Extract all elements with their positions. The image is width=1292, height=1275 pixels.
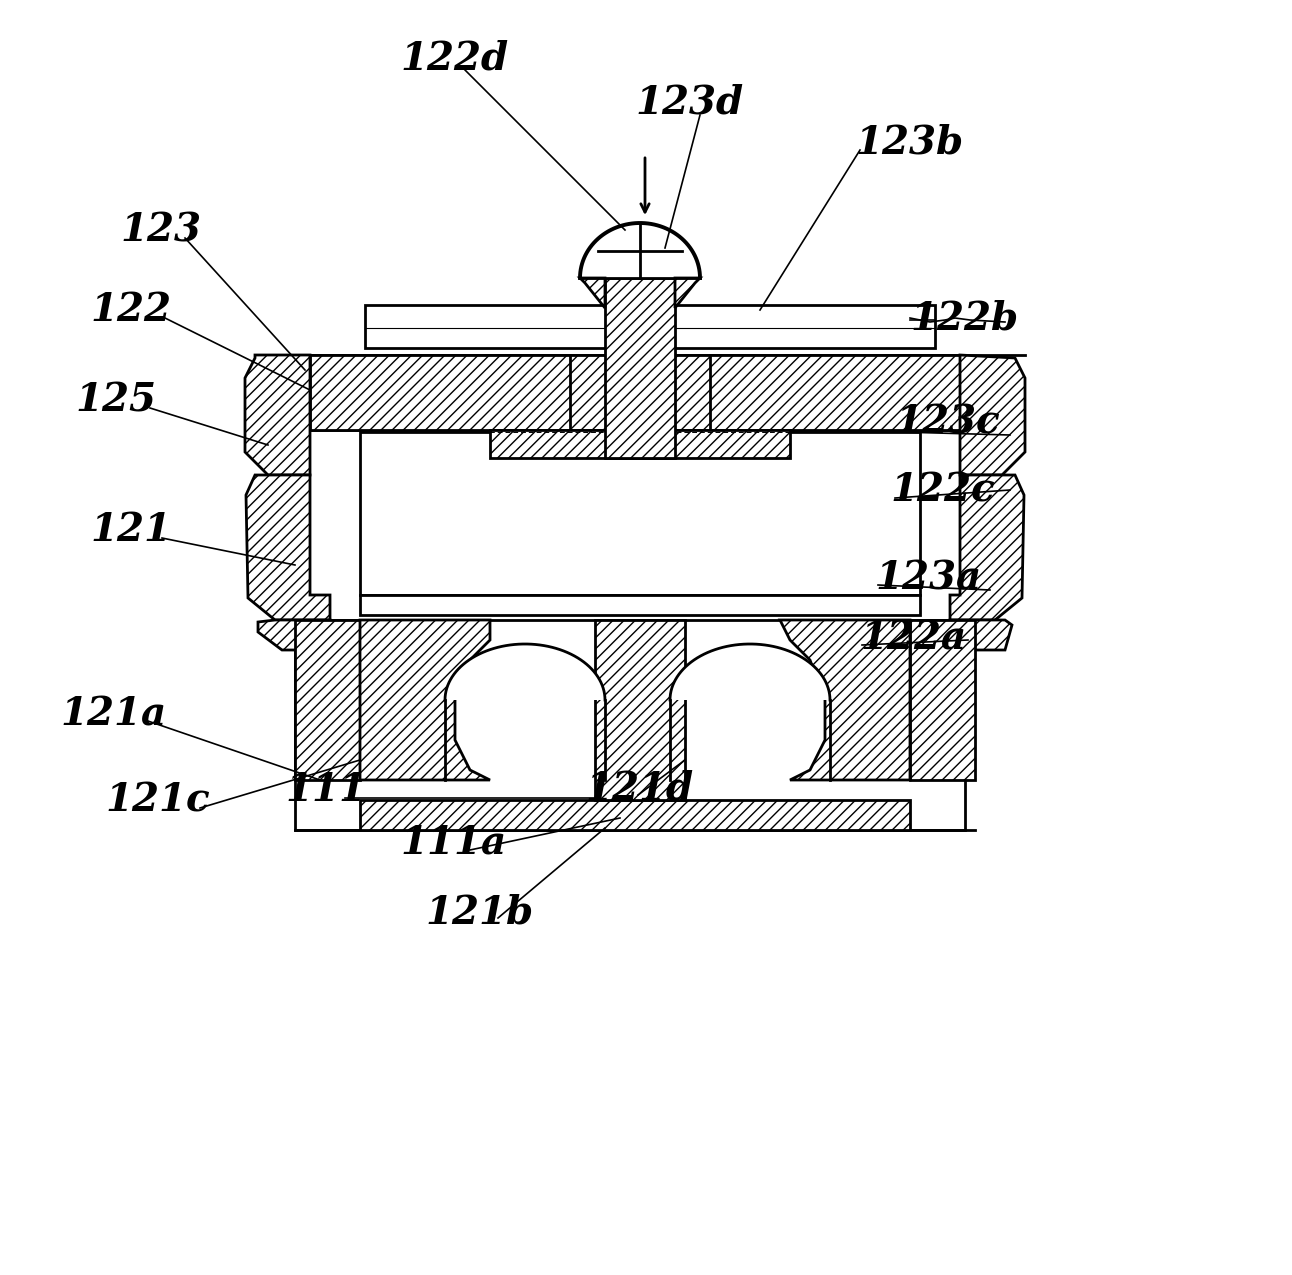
Bar bbox=[366, 305, 935, 348]
Polygon shape bbox=[360, 799, 910, 830]
Bar bbox=[295, 620, 965, 830]
Polygon shape bbox=[360, 620, 490, 780]
Polygon shape bbox=[910, 620, 975, 780]
Text: 121b: 121b bbox=[425, 894, 534, 932]
Text: 122b: 122b bbox=[910, 300, 1018, 337]
Polygon shape bbox=[310, 354, 960, 430]
Text: 122d: 122d bbox=[401, 40, 508, 76]
Polygon shape bbox=[950, 476, 1025, 620]
Polygon shape bbox=[580, 223, 700, 278]
Text: 121d: 121d bbox=[585, 769, 693, 807]
Text: 123c: 123c bbox=[895, 404, 1000, 442]
Polygon shape bbox=[950, 620, 1012, 650]
Text: 121: 121 bbox=[90, 511, 171, 550]
Polygon shape bbox=[245, 476, 329, 620]
Text: 122: 122 bbox=[90, 291, 171, 329]
Text: 125: 125 bbox=[75, 381, 156, 419]
Polygon shape bbox=[674, 278, 700, 309]
Polygon shape bbox=[711, 354, 960, 430]
Polygon shape bbox=[580, 278, 605, 309]
Text: 121c: 121c bbox=[105, 782, 209, 819]
Polygon shape bbox=[605, 278, 674, 458]
Polygon shape bbox=[258, 620, 329, 650]
Polygon shape bbox=[596, 620, 685, 799]
Text: 122c: 122c bbox=[890, 470, 995, 509]
Bar bbox=[360, 432, 920, 595]
Text: 123a: 123a bbox=[875, 558, 981, 597]
Polygon shape bbox=[295, 620, 360, 780]
Polygon shape bbox=[780, 620, 910, 780]
Text: 111a: 111a bbox=[401, 824, 506, 862]
Text: 122a: 122a bbox=[860, 618, 966, 657]
Text: 123d: 123d bbox=[634, 84, 743, 122]
Text: 123: 123 bbox=[120, 210, 202, 249]
Bar bbox=[360, 595, 920, 615]
Polygon shape bbox=[245, 354, 310, 476]
Polygon shape bbox=[960, 354, 1025, 476]
Polygon shape bbox=[490, 430, 789, 458]
Polygon shape bbox=[310, 354, 570, 430]
Text: 121a: 121a bbox=[59, 696, 167, 734]
Text: 123b: 123b bbox=[855, 124, 963, 162]
Polygon shape bbox=[671, 644, 829, 700]
Polygon shape bbox=[444, 644, 605, 700]
Text: 111: 111 bbox=[286, 771, 366, 810]
